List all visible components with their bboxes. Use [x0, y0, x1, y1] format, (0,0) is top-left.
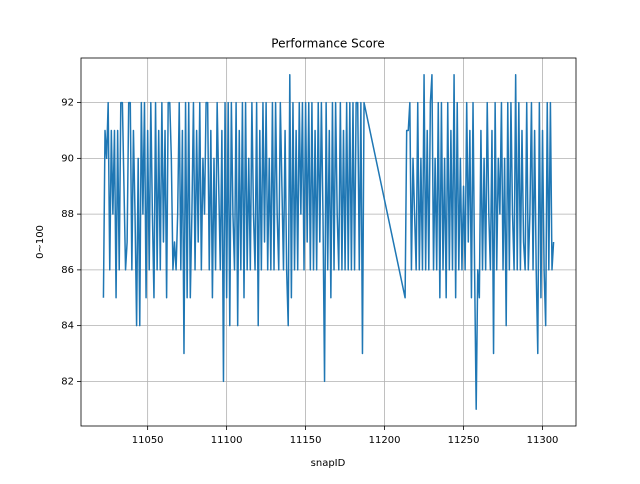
- x-tick-label: 11300: [527, 435, 559, 446]
- x-tick-label: 11250: [448, 435, 480, 446]
- y-tick-label: 90: [61, 153, 74, 164]
- y-axis-label: 0~100: [35, 225, 46, 259]
- x-tick-label: 11100: [211, 435, 243, 446]
- y-tick-label: 84: [61, 321, 74, 332]
- x-tick-label: 11050: [132, 435, 164, 446]
- x-tick-label: 11200: [369, 435, 401, 446]
- y-tick-label: 92: [61, 98, 74, 109]
- y-tick-label: 82: [61, 376, 74, 387]
- plot-frame: [80, 57, 577, 427]
- y-tick-label: 88: [61, 209, 74, 220]
- x-axis-label: snapID: [311, 458, 346, 469]
- y-tick-label: 86: [61, 265, 74, 276]
- chart-title: Performance Score: [271, 37, 384, 51]
- data-line: [102, 73, 555, 411]
- x-tick-label: 11150: [290, 435, 322, 446]
